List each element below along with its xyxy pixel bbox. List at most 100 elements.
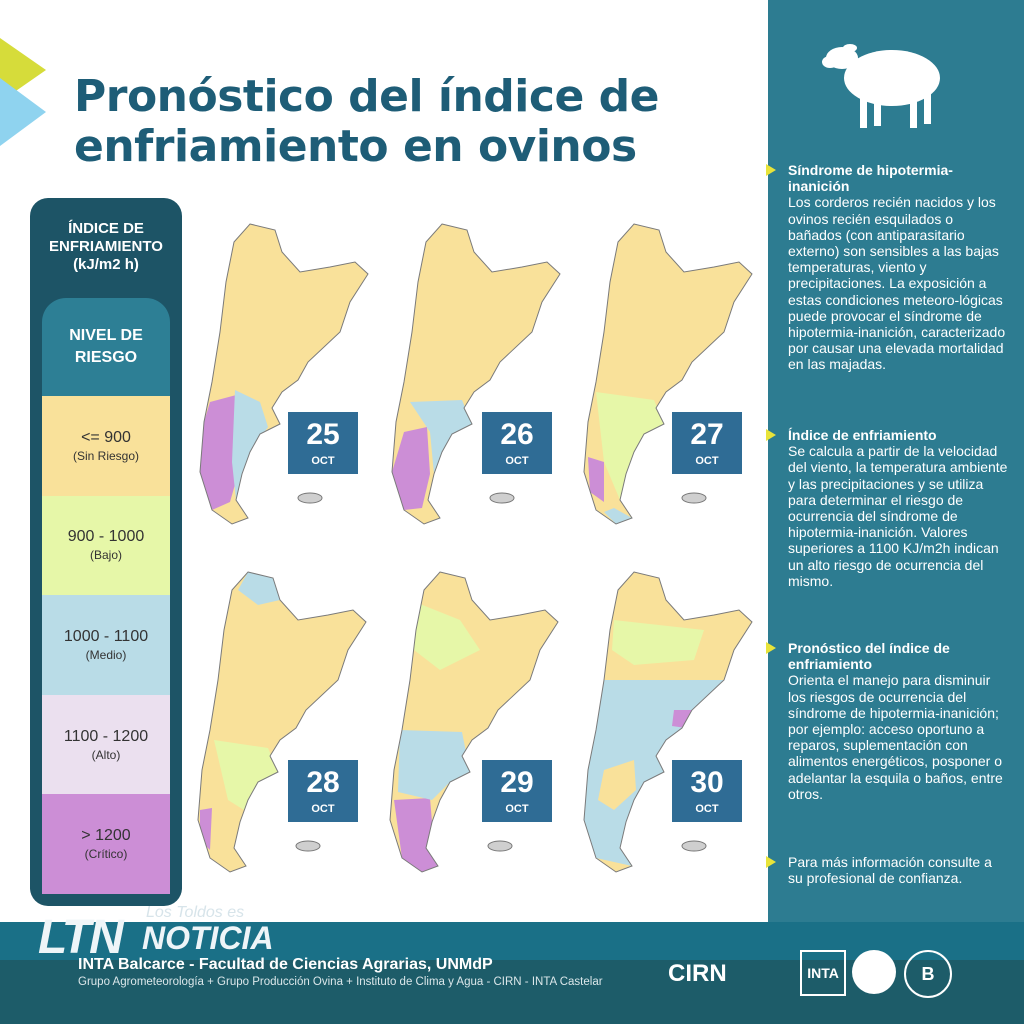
- date-box: 30 OCT: [672, 760, 742, 822]
- legend-class: (Medio): [85, 647, 127, 662]
- legend-range: <= 900: [81, 428, 131, 446]
- map-argentina-27: [574, 212, 764, 532]
- legend-class: (Alto): [91, 747, 121, 762]
- watermark-ltn: LTN: [38, 911, 124, 964]
- legend-level-high: 1100 - 1200 (Alto): [42, 694, 170, 795]
- institution-credit: INTA Balcarce - Facultad de Ciencias Agr…: [78, 956, 493, 973]
- legend-level-low: 900 - 1000 (Bajo): [42, 495, 170, 596]
- legend-range: 1000 - 1100: [63, 627, 149, 645]
- map-argentina-29: [380, 560, 570, 880]
- date-month: OCT: [311, 803, 335, 815]
- watermark-tagline: Los Toldos es: [146, 904, 245, 921]
- date-month: OCT: [695, 455, 719, 467]
- legend-class: (Bajo): [89, 548, 122, 563]
- cirn-logo: CIRN: [668, 960, 727, 987]
- legend-heading: ÍNDICE DE ENFRIAMIENTO (kJ/m2 h): [49, 220, 163, 273]
- date-day: 26: [500, 418, 534, 451]
- risk-zone: [672, 710, 692, 728]
- watermark-noticia: NOTICIA: [142, 920, 274, 956]
- map-svg: [197, 571, 367, 873]
- map-svg: [199, 223, 369, 525]
- map-svg: [583, 223, 753, 525]
- risk-zone: [214, 740, 278, 810]
- legend-level-title: NIVEL DE RIESGO: [42, 298, 170, 396]
- section-body: Se calcula a partir de la velocidad del …: [788, 443, 1008, 589]
- malvinas-islands: [489, 492, 515, 504]
- malvinas-islands: [681, 492, 707, 504]
- map-outline: [583, 571, 753, 873]
- risk-zone: [410, 600, 480, 670]
- map-svg: [389, 571, 559, 873]
- date-day: 25: [306, 418, 340, 451]
- footer-band-top: [0, 922, 1024, 960]
- malvinas-islands: [487, 840, 513, 852]
- date-box: 28 OCT: [288, 760, 358, 822]
- legend-level-critical: > 1200 (Crítico): [42, 794, 170, 894]
- section-body: Para más información consulte a su profe…: [788, 854, 992, 887]
- date-day: 27: [690, 418, 724, 451]
- malvinas-islands: [297, 492, 323, 504]
- date-box: 25 OCT: [288, 412, 358, 474]
- bullet-icon: [766, 856, 776, 868]
- map-argentina-25: [190, 212, 380, 532]
- risk-zone: [584, 680, 724, 866]
- legend-level-none: <= 900 (Sin Riesgo): [42, 396, 170, 496]
- date-box: 26 OCT: [482, 412, 552, 474]
- section-heading: Índice de enfriamiento: [788, 427, 937, 443]
- map-argentina-30: [574, 560, 764, 880]
- date-month: OCT: [505, 803, 529, 815]
- risk-zone: [394, 798, 438, 872]
- risk-zone: [598, 760, 636, 810]
- map-argentina-26: [382, 212, 572, 532]
- map-argentina-28: [188, 560, 378, 880]
- legend-level-medium: 1000 - 1100 (Medio): [42, 595, 170, 695]
- date-box: 29 OCT: [482, 760, 552, 822]
- legend-levels: NIVEL DE RIESGO <= 900 (Sin Riesgo) 900 …: [42, 298, 170, 904]
- date-month: OCT: [311, 455, 335, 467]
- bullet-icon: [766, 642, 776, 654]
- inta-logo: INTA: [800, 950, 846, 996]
- bullet-icon: [766, 429, 776, 441]
- date-day: 29: [500, 766, 534, 799]
- section-body: Los corderos recién nacidos y los ovinos…: [788, 194, 1006, 373]
- map-outline: [197, 571, 367, 873]
- risk-zone: [392, 427, 430, 510]
- legend-range: 1100 - 1200: [63, 727, 149, 745]
- info-panel: [768, 0, 1024, 922]
- section-heading: Síndrome de hipotermia-inanición: [788, 162, 953, 195]
- risk-zone: [238, 572, 280, 605]
- map-svg: [391, 223, 561, 525]
- legend-class: (Crítico): [84, 847, 128, 862]
- map-outline: [391, 223, 561, 525]
- date-month: OCT: [695, 803, 719, 815]
- risk-zone: [612, 620, 704, 665]
- map-outline: [389, 571, 559, 873]
- section-body: Orienta el manejo para disminuir los rie…: [788, 672, 1003, 802]
- malvinas-islands: [295, 840, 321, 852]
- risk-zone: [410, 400, 472, 474]
- map-svg: [583, 571, 753, 873]
- map-outline: [199, 223, 369, 525]
- date-day: 28: [306, 766, 340, 799]
- map-base: [584, 224, 752, 524]
- risk-zone: [596, 392, 664, 500]
- section-forecast: Pronóstico del índice de enfriamiento Or…: [766, 640, 1010, 802]
- sheep-icon: [822, 38, 946, 130]
- risk-zone: [232, 390, 268, 500]
- section-contact: Para más información consulte a su profe…: [766, 854, 1010, 887]
- page-title: Pronóstico del índice de enfriamiento en…: [74, 71, 659, 172]
- legend-class: (Sin Riesgo): [72, 448, 140, 463]
- decor-triangle-blue: [0, 78, 46, 146]
- date-box: 27 OCT: [672, 412, 742, 474]
- balcarce-seal-logo: B: [904, 950, 952, 998]
- section-heading: Pronóstico del índice de enfriamiento: [788, 640, 950, 673]
- groups-credit: Grupo Agrometeorología + Grupo Producció…: [78, 976, 603, 988]
- risk-zone: [398, 730, 470, 800]
- legend-range: > 1200: [81, 827, 131, 845]
- section-index: Índice de enfriamiento Se calcula a part…: [766, 427, 1010, 589]
- date-day: 30: [690, 766, 724, 799]
- date-month: OCT: [505, 455, 529, 467]
- risk-zone: [604, 508, 632, 524]
- university-logo: [852, 950, 896, 994]
- map-base: [198, 572, 366, 872]
